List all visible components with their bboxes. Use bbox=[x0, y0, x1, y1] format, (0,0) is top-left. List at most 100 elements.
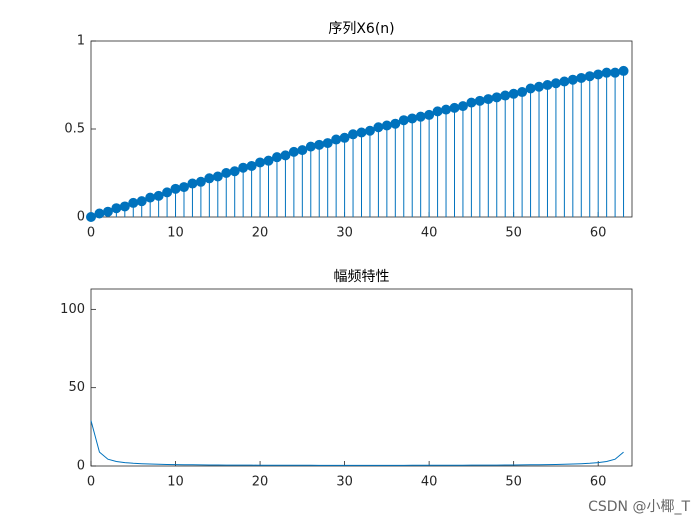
stem-marker bbox=[601, 67, 612, 78]
x-tick-label: 10 bbox=[167, 226, 184, 241]
x-tick-label: 0 bbox=[87, 226, 95, 241]
stem-marker bbox=[128, 197, 139, 208]
x-tick-label: 10 bbox=[167, 475, 184, 490]
stem bbox=[263, 155, 274, 217]
stem bbox=[246, 160, 257, 217]
x-tick-label: 50 bbox=[505, 226, 522, 241]
y-tick-label: 0.5 bbox=[64, 122, 85, 137]
stem bbox=[238, 162, 249, 217]
stem-marker bbox=[187, 178, 198, 189]
stem-marker bbox=[162, 187, 173, 198]
chart-title: 幅频特性 bbox=[334, 269, 390, 285]
stem-marker bbox=[195, 176, 206, 187]
stem-marker bbox=[517, 87, 528, 98]
x-tick-label: 40 bbox=[421, 226, 438, 241]
stem-marker bbox=[559, 76, 570, 87]
stem bbox=[297, 145, 308, 217]
stem-marker bbox=[94, 208, 105, 219]
stem-marker bbox=[550, 78, 561, 89]
stem-marker bbox=[508, 88, 519, 99]
stem-marker bbox=[271, 152, 282, 163]
stem-marker bbox=[432, 106, 443, 117]
stem bbox=[593, 69, 604, 217]
x-tick-label: 60 bbox=[590, 475, 607, 490]
stem-marker bbox=[145, 192, 156, 203]
stem-marker bbox=[102, 206, 113, 217]
stem-marker bbox=[263, 155, 274, 166]
stem bbox=[221, 168, 232, 217]
stem bbox=[314, 139, 325, 217]
stem-marker bbox=[314, 139, 325, 150]
stem bbox=[305, 141, 316, 217]
stem bbox=[398, 115, 409, 217]
axes-box bbox=[90, 288, 633, 467]
stem-marker bbox=[466, 97, 477, 108]
stem-marker bbox=[339, 132, 350, 143]
stem bbox=[381, 120, 392, 217]
stem bbox=[364, 125, 375, 217]
stem-marker bbox=[280, 150, 291, 161]
x-tick-label: 30 bbox=[336, 226, 353, 241]
stem-marker bbox=[111, 203, 122, 214]
stem-marker bbox=[576, 72, 587, 83]
stem-marker bbox=[119, 201, 130, 212]
x-tick-label: 60 bbox=[590, 226, 607, 241]
stem-marker bbox=[381, 120, 392, 131]
stem bbox=[86, 212, 96, 222]
stem-marker bbox=[398, 115, 409, 126]
stem bbox=[508, 88, 519, 217]
stem bbox=[576, 72, 587, 217]
stem bbox=[601, 67, 612, 217]
stem-marker bbox=[474, 95, 485, 106]
stem bbox=[424, 109, 435, 217]
stem bbox=[390, 118, 401, 217]
stem-marker bbox=[483, 94, 494, 105]
stem-marker bbox=[305, 141, 316, 152]
stem-marker bbox=[288, 146, 299, 157]
stem-marker bbox=[457, 101, 468, 112]
stem bbox=[136, 196, 147, 217]
stem-marker bbox=[441, 104, 452, 115]
x-tick-label: 20 bbox=[252, 475, 269, 490]
stem bbox=[457, 101, 468, 217]
stem bbox=[212, 171, 223, 217]
stem-marker bbox=[356, 127, 367, 138]
x-tick-label: 0 bbox=[87, 475, 95, 490]
y-tick-label: 0 bbox=[77, 210, 85, 225]
stem bbox=[288, 146, 299, 217]
stem-marker bbox=[86, 212, 96, 222]
x-tick-label: 50 bbox=[505, 475, 522, 490]
stem bbox=[517, 87, 528, 217]
stem-marker bbox=[390, 118, 401, 129]
stem-marker bbox=[238, 162, 249, 173]
stem bbox=[610, 67, 621, 217]
stem-marker bbox=[212, 171, 223, 182]
stem bbox=[94, 208, 105, 219]
stem-marker bbox=[204, 173, 215, 184]
stem-marker bbox=[221, 168, 232, 178]
stem-marker bbox=[584, 71, 595, 82]
stem-marker bbox=[407, 113, 418, 124]
stem-marker bbox=[373, 122, 384, 133]
stem-marker bbox=[178, 182, 189, 193]
y-tick-label: 50 bbox=[68, 380, 85, 395]
stem-marker bbox=[322, 138, 333, 149]
stem-marker bbox=[364, 125, 375, 136]
stem-marker bbox=[500, 90, 511, 101]
stem bbox=[356, 127, 367, 217]
line bbox=[90, 420, 624, 466]
x-tick-label: 20 bbox=[252, 226, 269, 241]
stem-marker bbox=[567, 74, 578, 85]
x-tick-label: 30 bbox=[336, 475, 353, 490]
stem bbox=[534, 81, 545, 217]
stem-marker bbox=[229, 166, 240, 177]
stem-marker bbox=[534, 81, 545, 92]
y-tick-label: 1 bbox=[77, 34, 85, 49]
stem bbox=[229, 166, 240, 217]
stem bbox=[618, 65, 629, 217]
stem bbox=[415, 111, 426, 217]
stem bbox=[195, 176, 206, 217]
stem bbox=[407, 113, 418, 217]
x-tick-label: 40 bbox=[421, 475, 438, 490]
stem-marker bbox=[449, 102, 460, 113]
